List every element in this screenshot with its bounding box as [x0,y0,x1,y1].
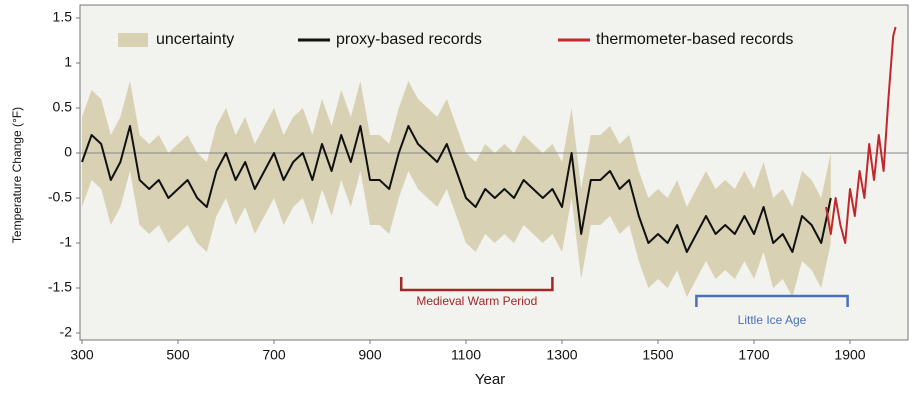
legend-label: thermometer-based records [596,31,793,48]
uncertainty-band [82,81,831,297]
x-tick-label: 1500 [642,347,673,363]
legend-label: proxy-based records [336,31,482,48]
x-tick-label: 1300 [546,347,577,363]
annotation-label: Little Ice Age [738,313,807,327]
y-tick-label: 1 [64,54,72,70]
x-tick-label: 700 [262,347,286,363]
x-tick-label: 1700 [738,347,769,363]
y-tick-label: 0.5 [53,99,73,115]
data-line [825,26,897,244]
y-tick-label: -1.5 [48,279,72,295]
y-tick-label: 0 [64,144,72,160]
bracket [695,294,849,307]
y-tick-label: 1.5 [53,9,73,25]
y-tick-label: -2 [60,324,73,340]
bracket [399,277,554,292]
x-axis-label: Year [475,371,505,388]
annotation-label: Medieval Warm Period [416,294,537,308]
x-tick-label: 1100 [451,347,481,363]
x-tick-label: 1900 [834,347,865,363]
x-tick-label: 900 [358,347,382,363]
y-axis-label: Temperature Change (°F) [10,107,24,243]
data-line [81,125,832,253]
legend-label: uncertainty [156,31,234,48]
x-tick-label: 500 [166,347,190,363]
y-tick-label: -0.5 [48,189,72,205]
x-tick-label: 300 [70,347,94,363]
legend-swatch [118,33,148,47]
y-tick-label: -1 [60,234,73,250]
